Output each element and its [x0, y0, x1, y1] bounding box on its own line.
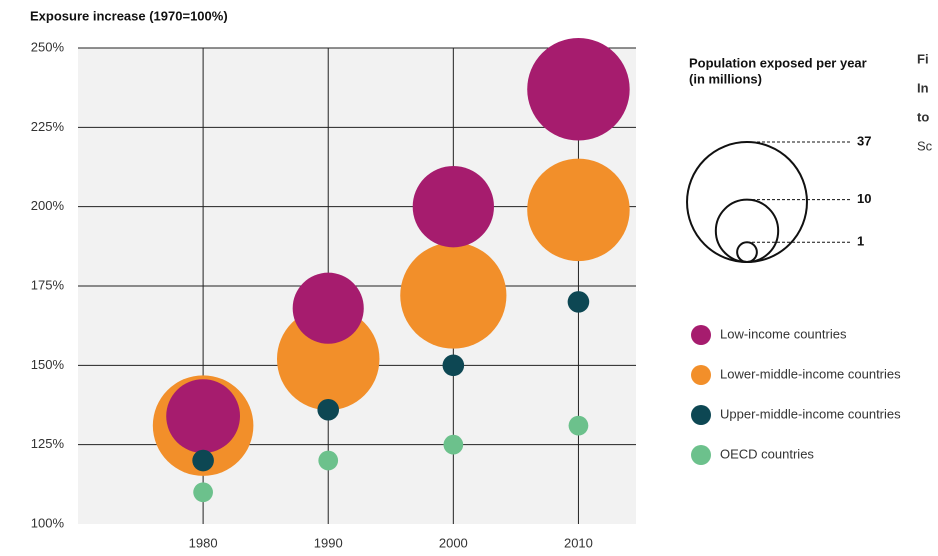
- bubble: [193, 482, 213, 503]
- size-legend-title: (in millions): [689, 71, 762, 86]
- y-tick-label: 150%: [31, 357, 65, 372]
- size-legend-label: 37: [857, 133, 871, 148]
- side-text: to: [917, 109, 929, 124]
- legend-swatch: [691, 325, 711, 345]
- bubble: [527, 38, 630, 141]
- legend-swatch: [691, 365, 711, 385]
- y-tick-label: 125%: [31, 436, 65, 451]
- bubble: [276, 307, 380, 411]
- bubble: [443, 434, 464, 455]
- legend-swatch: [691, 405, 711, 425]
- legend-label: Lower-middle-income countries: [720, 366, 901, 381]
- x-tick-label: 1980: [189, 535, 218, 550]
- bubble: [442, 354, 465, 377]
- bubble: [568, 415, 589, 436]
- bubble: [567, 291, 590, 313]
- bubble: [527, 158, 630, 262]
- size-legend-label: 10: [857, 191, 871, 206]
- y-tick-label: 200%: [31, 198, 65, 213]
- bubble: [317, 398, 340, 421]
- side-text: In: [917, 80, 929, 95]
- bubble: [318, 450, 339, 471]
- size-legend-label: 1: [857, 234, 864, 249]
- size-legend-title: Population exposed per year: [689, 55, 867, 70]
- bubble: [166, 379, 241, 453]
- y-tick-label: 100%: [31, 515, 65, 530]
- side-text: Sc: [917, 138, 933, 153]
- side-text: Fi: [917, 51, 929, 66]
- y-tick-label: 225%: [31, 119, 65, 134]
- bubble: [292, 272, 364, 344]
- y-tick-label: 250%: [31, 39, 65, 54]
- size-legend-circle: [736, 241, 758, 263]
- x-tick-label: 2000: [439, 535, 468, 550]
- bubble: [412, 166, 494, 248]
- size-legend-circle: [714, 198, 780, 264]
- x-tick-label: 2010: [564, 535, 593, 550]
- legend-label: Low-income countries: [720, 326, 847, 341]
- legend-label: Upper-middle-income countries: [720, 406, 901, 421]
- y-tick-label: 175%: [31, 277, 65, 292]
- legend-swatch: [691, 445, 711, 465]
- x-tick-label: 1990: [314, 535, 343, 550]
- bubble: [192, 449, 214, 472]
- bubble: [400, 242, 507, 349]
- size-legend-circle: [686, 141, 808, 263]
- legend-label: OECD countries: [720, 446, 814, 461]
- y-axis-title: Exposure increase (1970=100%): [30, 8, 228, 23]
